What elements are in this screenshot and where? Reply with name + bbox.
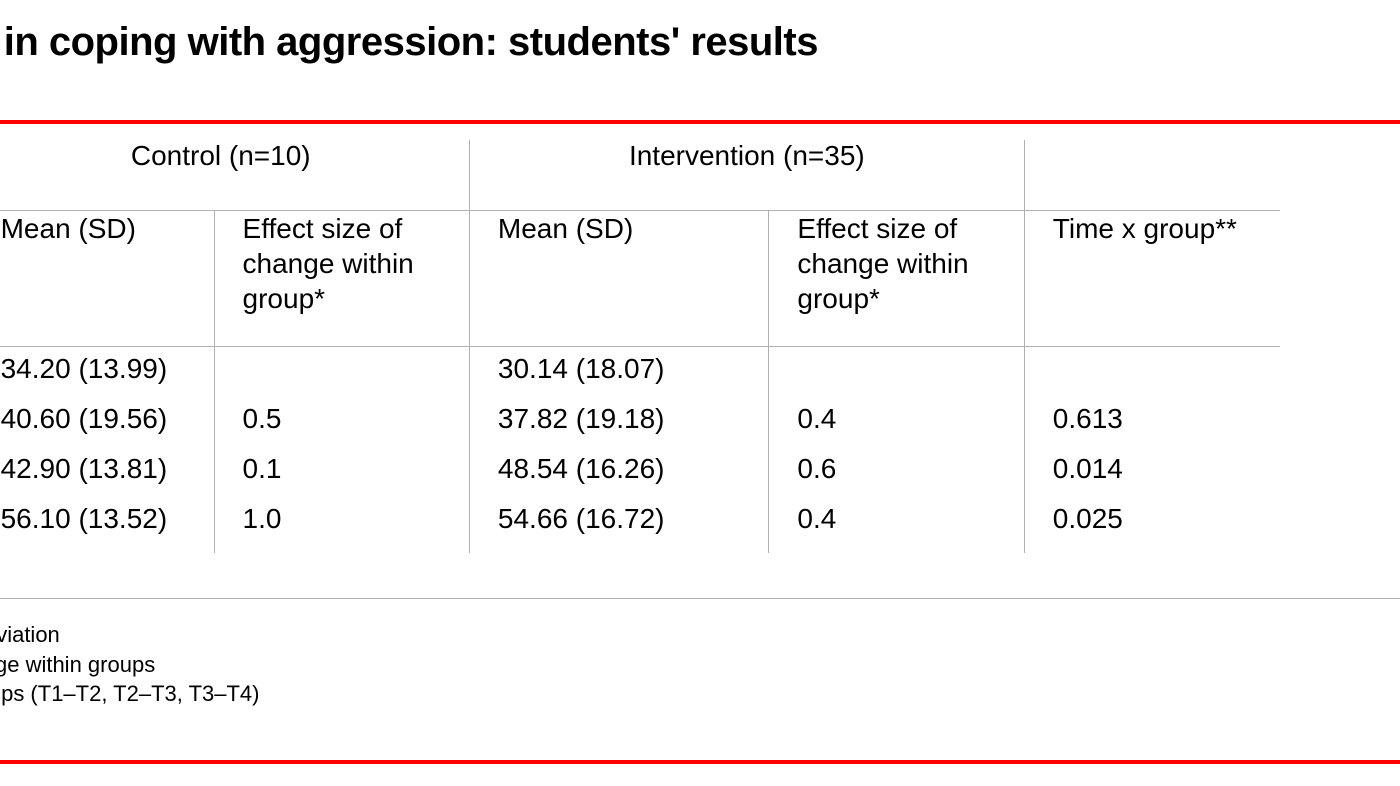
table-title: dence in coping with aggression: student… — [0, 20, 818, 65]
cell-control-effect — [214, 347, 469, 404]
cell-control-effect: 0.1 — [214, 453, 469, 503]
top-rule — [0, 120, 1400, 124]
footnote-line: standard deviation — [0, 620, 260, 650]
cell-time-x-group: 0.014 — [1024, 453, 1280, 503]
cell-intervention-effect: 0.6 — [769, 453, 1024, 503]
footnote-separator — [0, 598, 1400, 599]
time-x-group-header: Time x group** — [1024, 211, 1280, 347]
cell-control-effect: 1.0 — [214, 503, 469, 553]
cell-control-mean: 40.60 (19.56) — [0, 403, 214, 453]
cell-intervention-effect: 0.4 — [769, 403, 1024, 453]
footnotes: standard deviation s d) of change within… — [0, 620, 260, 709]
cell-control-mean: 34.20 (13.99) — [0, 347, 214, 404]
cell-intervention-effect — [769, 347, 1024, 404]
table-row: 56.10 (13.52) 1.0 54.66 (16.72) 0.4 0.02… — [0, 503, 1280, 553]
control-effect-header: Effect size of change within group* — [214, 211, 469, 347]
table-row: 42.90 (13.81) 0.1 48.54 (16.26) 0.6 0.01… — [0, 453, 1280, 503]
intervention-mean-sd-header: Mean (SD) — [469, 211, 769, 347]
cell-control-effect: 0.5 — [214, 403, 469, 453]
cell-time-x-group: 0.025 — [1024, 503, 1280, 553]
group-header-row: Control (n=10) Intervention (n=35) — [0, 140, 1280, 211]
cell-intervention-mean: 30.14 (18.07) — [469, 347, 769, 404]
subheader-row: Mean (SD) Effect size of change within g… — [0, 211, 1280, 347]
footnote-line: etween groups (T1–T2, T2–T3, T3–T4) — [0, 679, 260, 709]
footnote-line: s d) of change within groups — [0, 650, 260, 680]
cell-intervention-mean: 54.66 (16.72) — [469, 503, 769, 553]
results-table: Control (n=10) Intervention (n=35) Mean … — [0, 140, 1280, 553]
intervention-effect-header: Effect size of change within group* — [769, 211, 1024, 347]
control-mean-sd-header: Mean (SD) — [0, 211, 214, 347]
cell-control-mean: 56.10 (13.52) — [0, 503, 214, 553]
bottom-rule — [0, 760, 1400, 764]
intervention-group-header: Intervention (n=35) — [469, 140, 1024, 211]
table-row: 34.20 (13.99) 30.14 (18.07) — [0, 347, 1280, 404]
cell-time-x-group: 0.613 — [1024, 403, 1280, 453]
cell-time-x-group — [1024, 347, 1280, 404]
control-group-header: Control (n=10) — [0, 140, 469, 211]
cell-control-mean: 42.90 (13.81) — [0, 453, 214, 503]
table-row: 40.60 (19.56) 0.5 37.82 (19.18) 0.4 0.61… — [0, 403, 1280, 453]
cell-intervention-mean: 48.54 (16.26) — [469, 453, 769, 503]
cell-intervention-effect: 0.4 — [769, 503, 1024, 553]
cell-intervention-mean: 37.82 (19.18) — [469, 403, 769, 453]
